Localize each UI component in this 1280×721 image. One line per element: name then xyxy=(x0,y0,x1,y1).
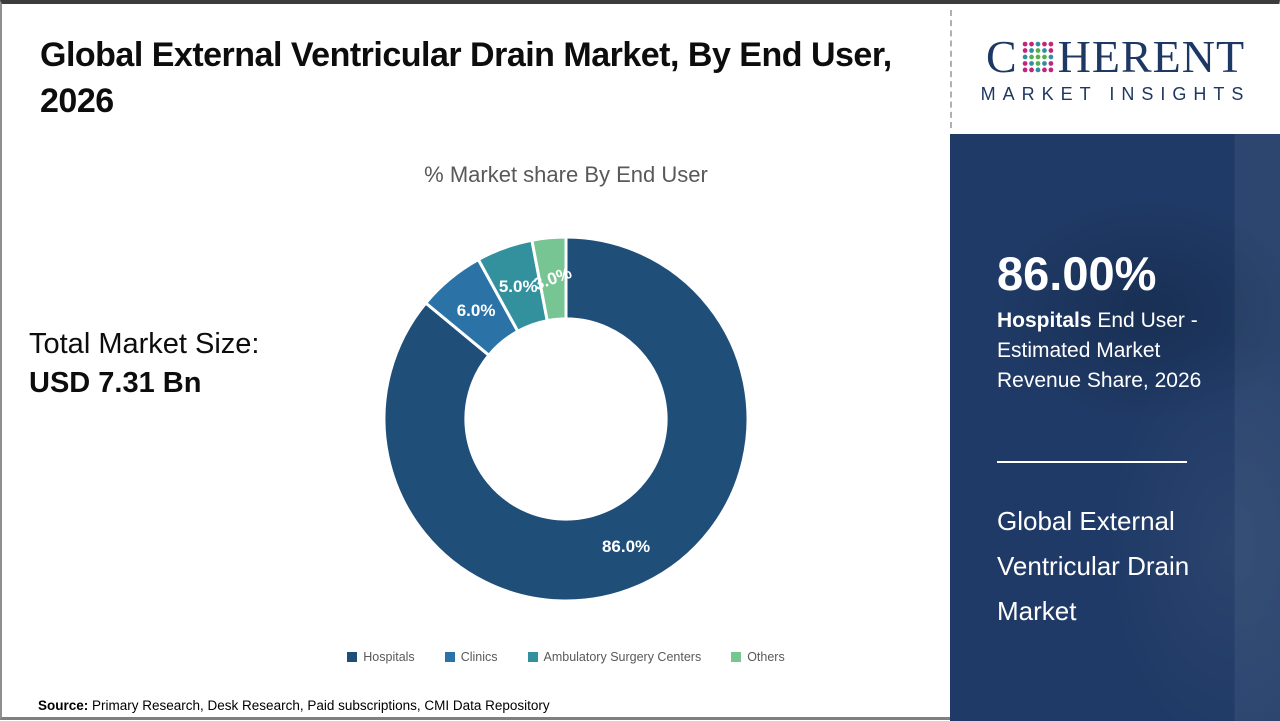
donut-chart: 86.0%6.0%5.0%3.0% xyxy=(382,235,750,603)
brand-logo: C HERENT MARKET INSIGHTS xyxy=(950,4,1280,134)
total-market-value: USD 7.31 Bn xyxy=(29,367,202,399)
slice-label: 6.0% xyxy=(457,301,496,320)
source-label: Source: xyxy=(38,698,89,713)
source-note: Source: Primary Research, Desk Research,… xyxy=(38,698,550,713)
sidebar-market-name: Global External Ventricular Drain Market xyxy=(997,506,1190,626)
slice-label: 86.0% xyxy=(602,537,650,556)
legend-swatch xyxy=(347,652,358,662)
legend-item-clinics: Clinics xyxy=(444,650,498,664)
chart-legend: Hospitals Clinics Ambulatory Surgery Cente… xyxy=(166,650,966,664)
legend-item-ambulatory-surgery-centers: Ambulatory Surgery Centers xyxy=(527,650,702,664)
main-content-area: Global External Ventricular Drain Market… xyxy=(2,4,950,717)
sidebar-stat-value: 86.00% xyxy=(997,247,1157,300)
brand-letters-rest: HERENT xyxy=(1057,30,1246,82)
legend-swatch xyxy=(444,652,455,662)
donut-slice-hospitals xyxy=(382,235,750,603)
source-text: Primary Research, Desk Research, Paid su… xyxy=(88,698,550,713)
sidebar: 86.00% Hospitals End User - Estimated Ma… xyxy=(950,134,1280,721)
brand-subtitle: MARKET INSIGHTS xyxy=(980,83,1251,104)
legend-label: Clinics xyxy=(460,650,498,664)
legend-item-hospitals: Hospitals xyxy=(347,650,415,664)
globe-dots-icon xyxy=(1022,41,1053,72)
total-market-size: Total Market Size: USD 7.31 Bn xyxy=(29,328,259,400)
legend-swatch xyxy=(731,652,742,662)
brand-wordmark: C HERENT xyxy=(985,30,1246,82)
total-market-label: Total Market Size: xyxy=(29,328,260,360)
chart-title: % Market share By End User xyxy=(424,162,708,187)
legend-label: Ambulatory Surgery Centers xyxy=(543,650,702,664)
stat-desc-rest: End User - Estimated Market Revenue Shar… xyxy=(997,309,1202,392)
donut-slice-others xyxy=(530,235,568,323)
legend-swatch xyxy=(527,652,538,662)
legend-label: Hospitals xyxy=(363,650,415,664)
sidebar-stat-description: Hospitals End User - Estimated Market Re… xyxy=(997,306,1247,396)
legend-item-others: Others xyxy=(731,650,785,664)
slice-label: 5.0% xyxy=(499,277,538,296)
stat-desc-bold: Hospitals xyxy=(997,309,1092,332)
brand-letter-c: C xyxy=(985,30,1018,82)
page-title: Global External Ventricular Drain Market… xyxy=(40,36,892,120)
legend-label: Others xyxy=(747,650,785,664)
sidebar-divider xyxy=(997,461,1187,463)
